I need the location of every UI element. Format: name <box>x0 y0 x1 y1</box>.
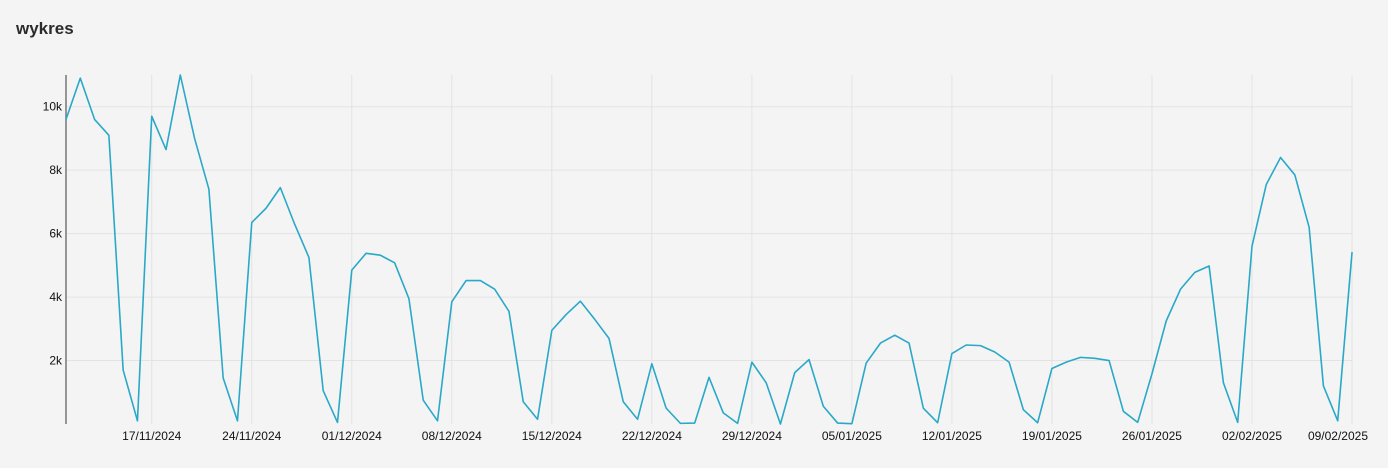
y-tick-label: 10k <box>43 100 63 114</box>
x-tick-label: 01/12/2024 <box>322 429 382 443</box>
x-tick-label: 17/11/2024 <box>122 429 181 443</box>
y-tick-label: 4k <box>49 290 63 304</box>
y-tick-label: 2k <box>49 354 63 368</box>
x-tick-label: 22/12/2024 <box>622 429 682 443</box>
y-tick-label: 8k <box>49 163 63 177</box>
x-tick-label: 12/01/2025 <box>922 429 982 443</box>
x-tick-label: 09/02/2025 <box>1308 429 1368 443</box>
series-line <box>65 74 1353 425</box>
x-tick-label: 19/01/2025 <box>1022 429 1082 443</box>
x-tick-label: 29/12/2024 <box>722 429 782 443</box>
x-tick-label: 15/12/2024 <box>522 429 582 443</box>
y-tick-label: 6k <box>49 227 63 241</box>
x-tick-label: 08/12/2024 <box>422 429 482 443</box>
axes: 2k 4k 6k 8k 10k 17/11/2024 24/11/2024 01/12/202… <box>43 75 1368 443</box>
x-tick-label: 02/02/2025 <box>1222 429 1282 443</box>
x-tick-label: 05/01/2025 <box>822 429 882 443</box>
x-tick-label: 24/11/2024 <box>222 429 281 443</box>
series-layer <box>65 74 1353 425</box>
grid <box>66 75 1353 424</box>
panel-title: wykres <box>16 19 74 38</box>
x-tick-label: 26/01/2025 <box>1122 429 1182 443</box>
